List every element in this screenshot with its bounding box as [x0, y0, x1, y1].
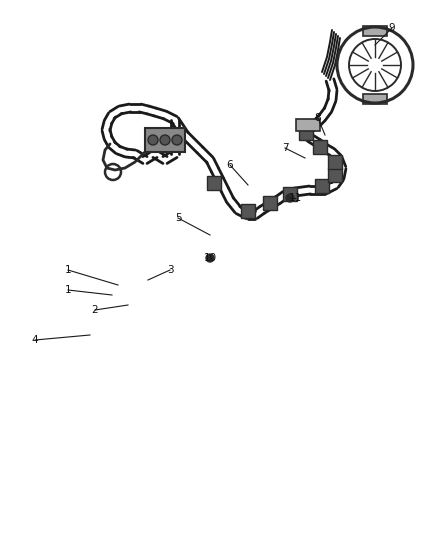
Text: 6: 6: [227, 160, 233, 170]
Circle shape: [206, 254, 214, 262]
Bar: [363, 94, 387, 104]
Text: 8: 8: [314, 113, 321, 123]
Bar: [263, 196, 277, 210]
Text: 4: 4: [32, 335, 38, 345]
Text: 1: 1: [65, 265, 71, 275]
Text: 5: 5: [175, 213, 181, 223]
Circle shape: [148, 135, 158, 145]
Bar: [299, 126, 313, 140]
Bar: [241, 204, 255, 218]
Text: 3: 3: [167, 265, 173, 275]
Circle shape: [172, 135, 182, 145]
Text: 11: 11: [288, 193, 302, 203]
Bar: [315, 179, 329, 193]
Text: 7: 7: [282, 143, 288, 153]
Bar: [328, 168, 342, 182]
Circle shape: [286, 194, 294, 202]
Bar: [283, 187, 297, 201]
Bar: [296, 119, 320, 131]
Bar: [145, 128, 185, 152]
Text: 10: 10: [203, 253, 216, 263]
Bar: [207, 176, 221, 190]
Bar: [313, 140, 327, 154]
Text: 9: 9: [389, 23, 396, 33]
Circle shape: [160, 135, 170, 145]
Text: 2: 2: [92, 305, 98, 315]
Bar: [328, 155, 342, 169]
Text: 1: 1: [65, 285, 71, 295]
Bar: [363, 26, 387, 36]
